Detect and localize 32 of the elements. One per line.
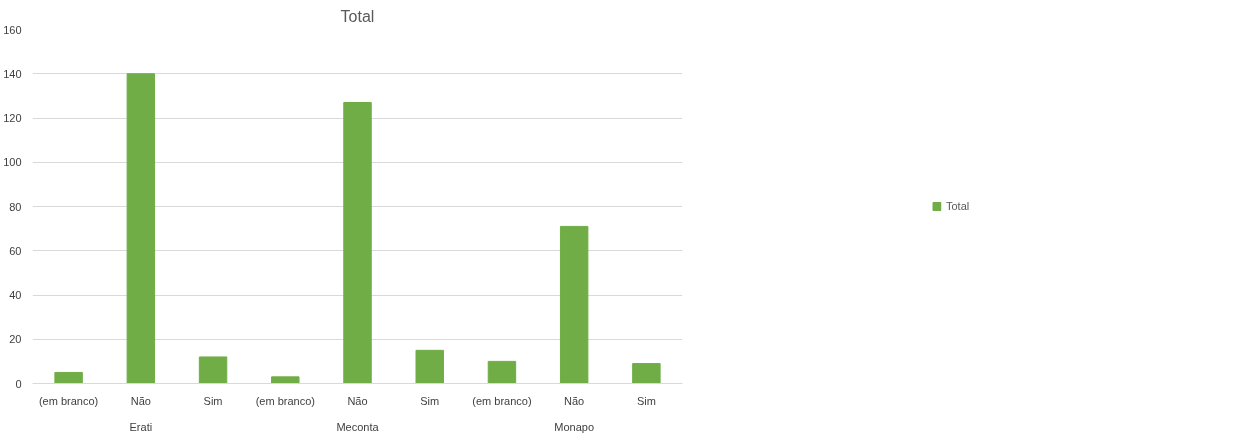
bar [559, 225, 589, 384]
bar [271, 376, 300, 384]
bar [54, 371, 83, 384]
text: Erati [129, 420, 153, 433]
legend-label: Total [946, 200, 971, 212]
y-tick-label: 20 [9, 333, 22, 346]
y-tick-label: 60 [9, 244, 22, 257]
x-tick-label: Sim [203, 394, 223, 407]
y-tick-label: 120 [3, 112, 22, 124]
bar [343, 102, 372, 384]
y-tick-label: 100 [3, 156, 22, 169]
bar [415, 349, 444, 384]
y-tick-label: 140 [3, 67, 22, 80]
bar [487, 360, 517, 384]
x-tick-label: Não [347, 394, 368, 407]
y-tick-label: 0 [15, 377, 22, 390]
x-tick-label: (em branco) [38, 394, 99, 407]
y-tick-label: 40 [9, 289, 22, 301]
bar [632, 363, 661, 384]
text: Meconta [336, 420, 380, 433]
x-tick-label: Sim [420, 394, 440, 407]
text: Monapo [554, 420, 595, 433]
y-tick-label: 160 [3, 23, 22, 36]
bar [126, 73, 156, 384]
x-tick-label: (em branco) [472, 394, 532, 407]
bar [198, 356, 228, 384]
y-tick-label: 80 [9, 200, 22, 213]
x-tick-label: Não [564, 394, 585, 407]
chart-title: Total [340, 7, 375, 25]
x-tick-label: (em branco) [255, 394, 315, 407]
x-tick-label: Sim [636, 394, 656, 407]
x-tick-label: Não [130, 394, 151, 407]
